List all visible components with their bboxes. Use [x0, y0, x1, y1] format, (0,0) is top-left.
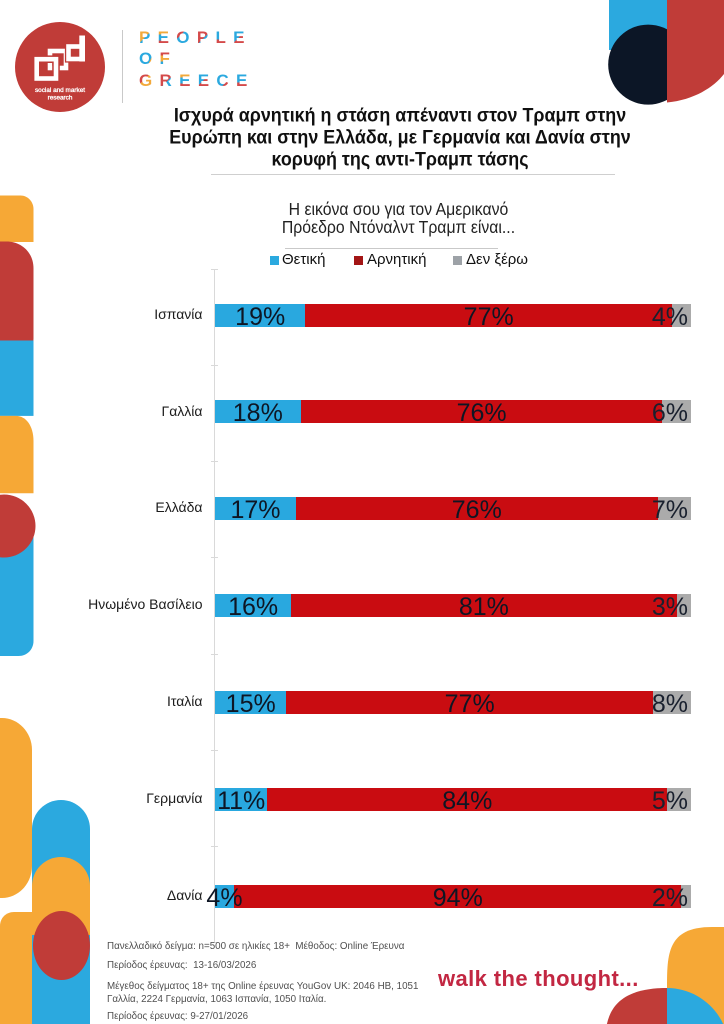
svg-text:research: research: [48, 95, 73, 102]
svg-text:social and market: social and market: [35, 87, 85, 94]
